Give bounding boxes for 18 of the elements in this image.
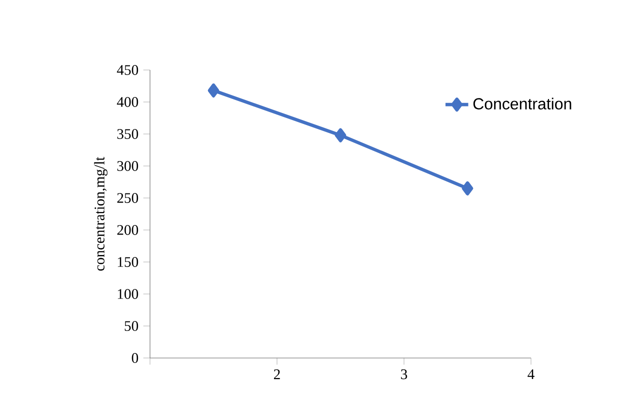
y-tick-label: 250 <box>117 193 138 203</box>
y-axis-title: concentration,mg/lt <box>94 156 108 271</box>
point <box>462 181 474 196</box>
y-tick-label: 200 <box>117 225 138 235</box>
y-tick-label: 100 <box>118 289 138 299</box>
y-tick-label: 450 <box>116 65 138 75</box>
y-tick-label: 350 <box>117 129 138 139</box>
y-tick-label: 150 <box>118 257 138 267</box>
legend-label: Concentration <box>473 98 572 110</box>
x-tick-label: 2 <box>274 369 280 380</box>
y-tick-label: 50 <box>124 321 138 331</box>
x-tick-label: 3 <box>401 369 408 380</box>
y-tick-label: 300 <box>117 161 138 171</box>
point <box>208 83 220 98</box>
y-tick-label: 0 <box>132 353 138 363</box>
point <box>334 128 346 142</box>
y-tick-label: 400 <box>116 97 138 107</box>
x-tick-label: 4 <box>528 369 534 380</box>
